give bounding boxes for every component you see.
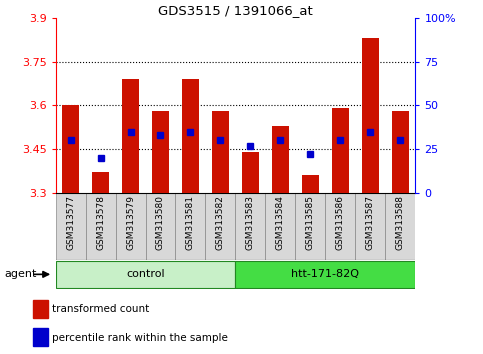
- Bar: [122, 79, 139, 193]
- Text: control: control: [126, 269, 165, 279]
- Bar: [272, 126, 289, 193]
- Bar: [236, 193, 266, 260]
- Bar: [182, 79, 199, 193]
- Bar: [175, 193, 205, 260]
- Text: GSM313580: GSM313580: [156, 195, 165, 250]
- Text: percentile rank within the sample: percentile rank within the sample: [53, 333, 228, 343]
- Bar: [242, 152, 259, 193]
- Text: GSM313577: GSM313577: [66, 195, 75, 250]
- Text: transformed count: transformed count: [53, 304, 150, 314]
- Bar: [85, 193, 115, 260]
- Text: GSM313578: GSM313578: [96, 195, 105, 250]
- Bar: [296, 193, 326, 260]
- Bar: [332, 108, 349, 193]
- Title: GDS3515 / 1391066_at: GDS3515 / 1391066_at: [158, 4, 313, 17]
- Text: GSM313583: GSM313583: [246, 195, 255, 250]
- Text: GSM313579: GSM313579: [126, 195, 135, 250]
- Text: GSM313584: GSM313584: [276, 195, 285, 250]
- Text: GSM313581: GSM313581: [186, 195, 195, 250]
- Bar: [385, 193, 415, 260]
- Bar: [62, 105, 79, 193]
- Text: htt-171-82Q: htt-171-82Q: [291, 269, 359, 279]
- Bar: [56, 261, 236, 288]
- Bar: [33, 300, 48, 318]
- Bar: [212, 111, 229, 193]
- Bar: [152, 111, 169, 193]
- Bar: [362, 38, 379, 193]
- Text: GSM313585: GSM313585: [306, 195, 315, 250]
- Bar: [205, 193, 236, 260]
- Bar: [56, 193, 85, 260]
- Text: GSM313582: GSM313582: [216, 195, 225, 250]
- Bar: [266, 193, 296, 260]
- Bar: [236, 261, 415, 288]
- Text: GSM313587: GSM313587: [366, 195, 375, 250]
- Bar: [115, 193, 145, 260]
- Text: agent: agent: [5, 269, 37, 279]
- Bar: [355, 193, 385, 260]
- Bar: [92, 172, 109, 193]
- Text: GSM313586: GSM313586: [336, 195, 345, 250]
- Bar: [326, 193, 355, 260]
- Bar: [392, 111, 409, 193]
- Bar: [145, 193, 175, 260]
- Text: GSM313588: GSM313588: [396, 195, 405, 250]
- Bar: [302, 175, 319, 193]
- Bar: [33, 328, 48, 346]
